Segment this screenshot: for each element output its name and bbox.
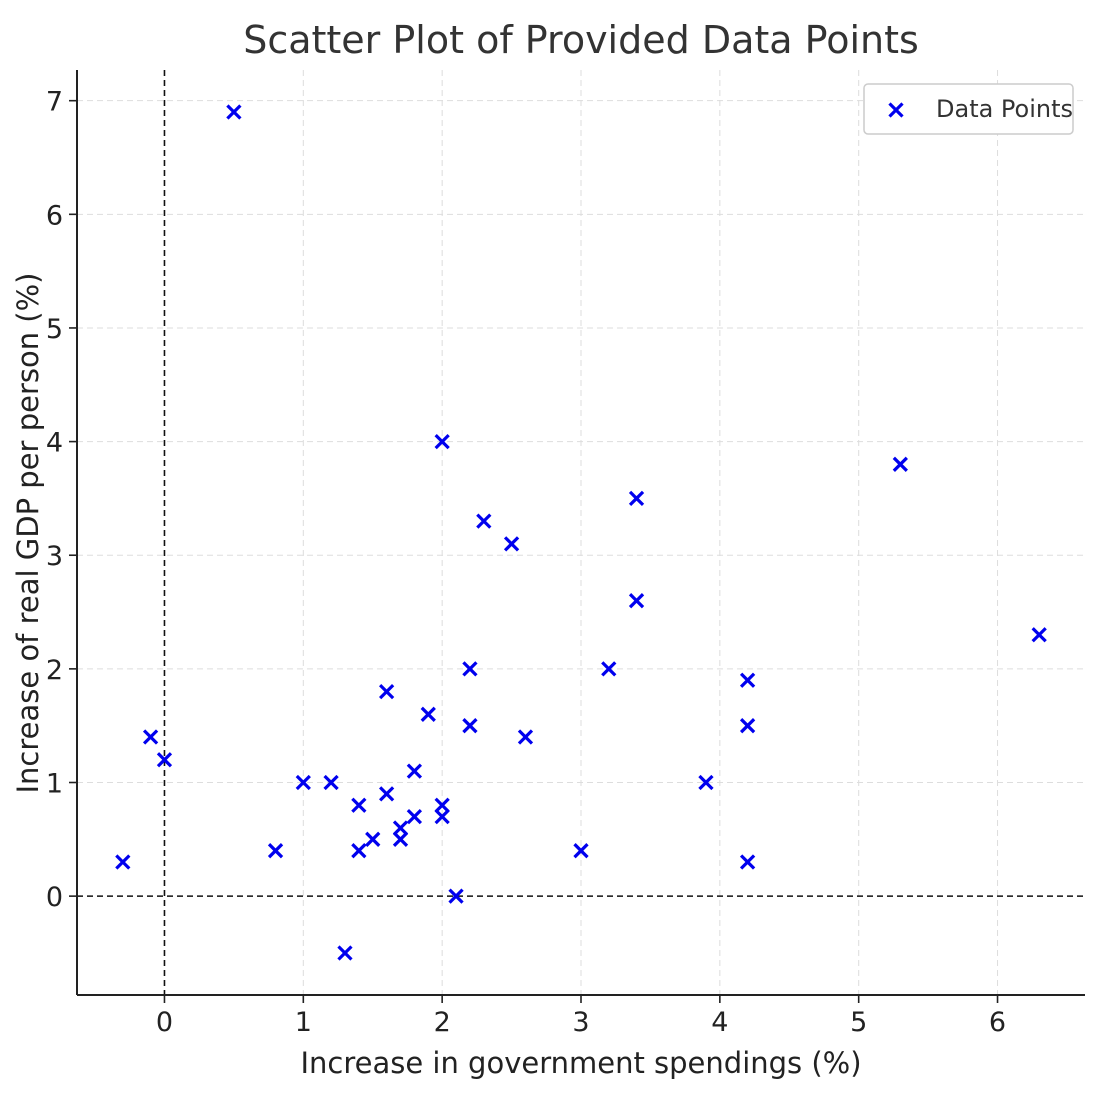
axis-ticks: 0 1 2 3 4 5 6 0 1 2 3 4 5 6 7 xyxy=(46,87,1006,1038)
data-point xyxy=(517,729,534,745)
data-point xyxy=(351,843,367,859)
x-tick-label: 3 xyxy=(572,1007,589,1038)
data-point xyxy=(378,683,395,700)
y-tick-label: 2 xyxy=(46,655,63,686)
reference-lines xyxy=(77,70,1085,995)
data-point xyxy=(476,513,492,529)
data-points xyxy=(115,104,1047,961)
data-point xyxy=(573,843,589,859)
data-point xyxy=(406,763,423,779)
data-point xyxy=(392,831,409,847)
y-tick-label: 7 xyxy=(46,87,63,118)
data-point xyxy=(628,490,645,507)
x-tick-label: 6 xyxy=(989,1007,1006,1038)
data-point xyxy=(434,433,450,450)
data-point xyxy=(601,661,617,677)
x-tick-label: 4 xyxy=(711,1007,728,1038)
y-tick-label: 4 xyxy=(46,428,63,459)
legend-marker xyxy=(888,102,904,118)
data-point xyxy=(392,820,409,836)
data-point xyxy=(698,774,714,791)
data-point xyxy=(628,593,645,609)
x-tick-label: 1 xyxy=(295,1007,312,1038)
data-point xyxy=(503,536,520,552)
data-point xyxy=(267,843,284,859)
data-point xyxy=(142,729,159,745)
y-axis-label: Increase of real GDP per person (%) xyxy=(11,273,45,794)
x-axis-label: Increase in government spendings (%) xyxy=(300,1046,861,1080)
data-point xyxy=(406,808,423,825)
data-point xyxy=(365,831,381,847)
legend-marker-x-icon xyxy=(888,102,904,118)
x-tick-label: 0 xyxy=(156,1007,173,1038)
y-tick-label: 3 xyxy=(46,541,63,572)
data-point xyxy=(462,661,478,677)
data-point xyxy=(892,456,908,472)
data-point xyxy=(448,888,464,904)
data-point xyxy=(378,786,395,802)
legend-label: Data Points xyxy=(936,95,1073,123)
data-point xyxy=(739,672,756,688)
legend-box xyxy=(863,83,1074,135)
legend: Data Points xyxy=(863,83,1074,135)
y-tick-label: 6 xyxy=(46,200,63,231)
data-point xyxy=(337,945,353,961)
y-tick-label: 5 xyxy=(46,314,63,345)
chart-title: Scatter Plot of Provided Data Points xyxy=(243,18,919,62)
data-point xyxy=(434,808,450,825)
y-tick-label: 0 xyxy=(46,882,63,913)
data-point xyxy=(739,718,756,734)
data-point xyxy=(434,797,450,813)
data-point xyxy=(1031,627,1047,643)
data-point xyxy=(462,718,478,734)
data-point xyxy=(115,854,131,870)
data-point xyxy=(323,774,339,791)
y-tick-label: 1 xyxy=(46,769,63,800)
x-tick-label: 5 xyxy=(850,1007,867,1038)
data-point xyxy=(420,706,436,722)
data-point xyxy=(156,752,173,768)
x-tick-label: 2 xyxy=(434,1007,451,1038)
data-point xyxy=(351,797,367,813)
data-point xyxy=(739,854,756,870)
data-point xyxy=(226,104,242,120)
data-point xyxy=(295,774,311,791)
